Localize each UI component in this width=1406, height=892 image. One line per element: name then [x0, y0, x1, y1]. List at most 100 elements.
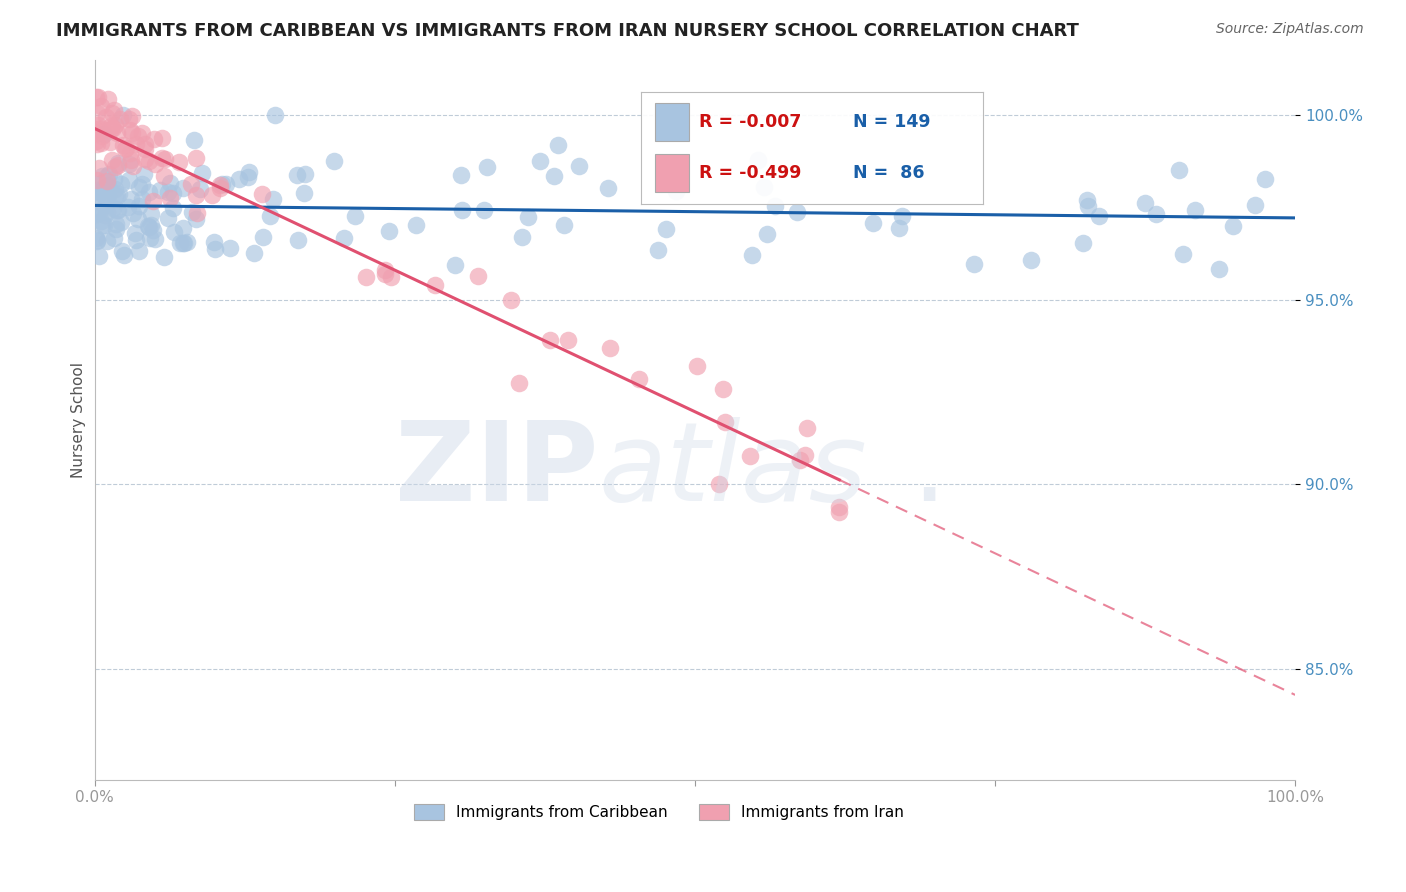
- Point: [209, 178, 232, 192]
- Point: [1133, 196, 1156, 211]
- Point: [91, 218, 114, 232]
- Point: [84, 206, 107, 220]
- Point: [89, 249, 111, 263]
- Point: [96, 205, 118, 219]
- Point: [378, 224, 401, 238]
- Point: [828, 505, 851, 519]
- Point: [763, 199, 786, 213]
- Point: [98, 135, 121, 149]
- Point: [162, 186, 184, 200]
- Point: [793, 448, 815, 462]
- Point: [1076, 193, 1098, 207]
- Text: Source: ZipAtlas.com: Source: ZipAtlas.com: [1216, 22, 1364, 37]
- Point: [86, 233, 108, 247]
- Point: [94, 191, 117, 205]
- Point: [105, 126, 128, 140]
- Point: [173, 235, 195, 250]
- Point: [159, 191, 181, 205]
- Point: [97, 189, 120, 203]
- Text: atlas: atlas: [599, 417, 868, 524]
- Point: [104, 160, 127, 174]
- Point: [131, 126, 153, 140]
- Point: [172, 236, 194, 251]
- Point: [104, 182, 127, 196]
- Point: [103, 103, 125, 117]
- Point: [93, 219, 115, 233]
- Point: [191, 166, 214, 180]
- Point: [87, 89, 110, 103]
- Point: [547, 137, 569, 152]
- Point: [131, 192, 153, 206]
- Point: [568, 159, 591, 173]
- Point: [91, 182, 114, 196]
- Point: [796, 421, 818, 435]
- Point: [159, 176, 181, 190]
- Point: [259, 209, 281, 223]
- Point: [789, 453, 811, 467]
- Point: [84, 126, 107, 140]
- Point: [738, 449, 761, 463]
- Point: [105, 222, 128, 236]
- Point: [105, 217, 128, 231]
- Point: [143, 157, 166, 171]
- Point: [204, 242, 226, 256]
- Point: [94, 208, 117, 222]
- Point: [380, 270, 402, 285]
- Point: [1222, 219, 1244, 234]
- Point: [105, 202, 128, 217]
- Point: [86, 106, 108, 120]
- Point: [214, 177, 236, 191]
- Point: [97, 178, 120, 193]
- Point: [138, 219, 160, 234]
- Point: [89, 195, 111, 210]
- Point: [162, 201, 184, 215]
- Point: [443, 258, 465, 272]
- Point: [287, 233, 309, 247]
- Point: [90, 182, 112, 196]
- Text: IMMIGRANTS FROM CARIBBEAN VS IMMIGRANTS FROM IRAN NURSERY SCHOOL CORRELATION CHA: IMMIGRANTS FROM CARIBBEAN VS IMMIGRANTS …: [56, 22, 1080, 40]
- Point: [103, 230, 125, 244]
- Point: [127, 212, 149, 227]
- Point: [243, 245, 266, 260]
- Point: [90, 121, 112, 136]
- Point: [112, 248, 135, 262]
- Point: [100, 121, 122, 136]
- Point: [1184, 202, 1206, 217]
- Point: [157, 185, 180, 199]
- Point: [228, 172, 250, 186]
- Point: [190, 182, 212, 196]
- Point: [107, 158, 129, 172]
- Point: [828, 500, 851, 515]
- Point: [180, 205, 202, 219]
- Point: [157, 211, 180, 226]
- Point: [96, 234, 118, 248]
- Point: [101, 201, 124, 215]
- Point: [1077, 199, 1099, 213]
- Point: [343, 209, 366, 223]
- Point: [91, 128, 114, 143]
- Point: [94, 197, 117, 211]
- Point: [685, 359, 707, 373]
- Point: [149, 183, 172, 197]
- Point: [557, 333, 579, 347]
- Point: [91, 169, 114, 184]
- Point: [540, 333, 562, 347]
- Point: [118, 112, 141, 127]
- Point: [1071, 235, 1094, 250]
- Point: [152, 250, 174, 264]
- Point: [128, 244, 150, 258]
- Point: [84, 122, 107, 136]
- Point: [405, 218, 427, 232]
- Point: [110, 177, 132, 191]
- Point: [127, 128, 149, 143]
- Point: [553, 218, 575, 232]
- Point: [89, 185, 111, 199]
- Point: [472, 203, 495, 218]
- Point: [475, 160, 498, 174]
- Point: [86, 137, 108, 152]
- Point: [108, 112, 131, 127]
- Point: [423, 277, 446, 292]
- Point: [87, 161, 110, 175]
- Point: [150, 131, 173, 145]
- Point: [186, 205, 208, 219]
